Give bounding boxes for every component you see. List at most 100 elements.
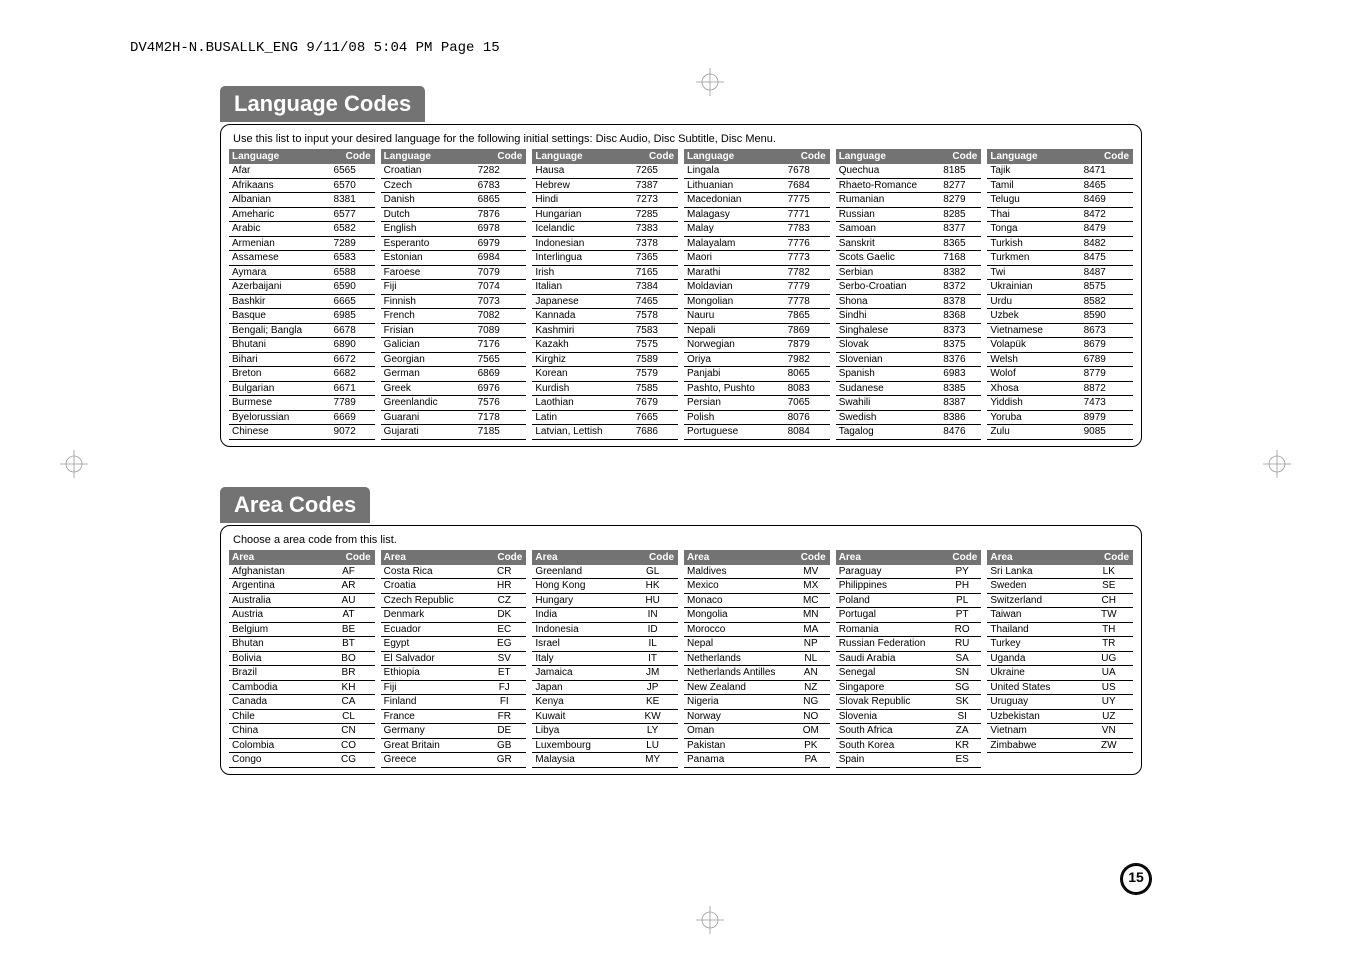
cell-code: 7473	[1082, 396, 1133, 411]
cell-name: Gujarati	[381, 425, 476, 440]
cell-code: UA	[1085, 666, 1133, 681]
col-header-code: Code	[323, 550, 374, 565]
table-row: Irish7165	[532, 265, 678, 280]
cell-code: 8277	[941, 178, 981, 193]
table-row: FijiFJ	[381, 680, 527, 695]
table-row: Slovak8375	[836, 338, 982, 353]
cell-name: China	[229, 724, 323, 739]
cell-code: 9085	[1082, 425, 1133, 440]
table-row: Italian7384	[532, 280, 678, 295]
cell-code: 8076	[786, 410, 830, 425]
table-row: Sanskrit8365	[836, 236, 982, 251]
table-row: Portuguese8084	[684, 425, 830, 440]
table-row: Wolof8779	[987, 367, 1133, 382]
cell-code: 6671	[332, 381, 375, 396]
cell-code: 8482	[1082, 236, 1133, 251]
cell-name: Pashto, Pushto	[684, 381, 786, 396]
cell-name: Ecuador	[381, 622, 484, 637]
table-row: Slovak RepublicSK	[836, 695, 982, 710]
cell-name: Ukrainian	[987, 280, 1081, 295]
language-column: LanguageCodeTajik8471Tamil8465Telugu8469…	[987, 149, 1133, 440]
table-row: BoliviaBO	[229, 651, 375, 666]
cell-name: Mongolian	[684, 294, 786, 309]
area-column: AreaCodeParaguayPYPhilippinesPHPolandPLP…	[836, 550, 982, 768]
cell-name: Poland	[836, 593, 944, 608]
cell-name: Serbo-Croatian	[836, 280, 942, 295]
table-row: Aymara6588	[229, 265, 375, 280]
table-row: ParaguayPY	[836, 565, 982, 579]
table-row: KuwaitKW	[532, 709, 678, 724]
cell-name: Thailand	[987, 622, 1085, 637]
table-row: Tonga8479	[987, 222, 1133, 237]
cell-name: Argentina	[229, 579, 323, 594]
cell-name: Tonga	[987, 222, 1081, 237]
table-row: Twi8487	[987, 265, 1133, 280]
cell-code: 7074	[476, 280, 527, 295]
cell-code: 7876	[476, 207, 527, 222]
area-column: AreaCodeSri LankaLKSwedenSESwitzerlandCH…	[987, 550, 1133, 768]
cell-code: NL	[793, 651, 830, 666]
cell-code: KR	[944, 738, 981, 753]
cell-code: ZW	[1085, 738, 1133, 753]
cell-code: 7771	[786, 207, 830, 222]
table-row: Telugu8469	[987, 193, 1133, 208]
cell-name: Rhaeto-Romance	[836, 178, 942, 193]
cell-code: 8372	[941, 280, 981, 295]
cell-name: Libya	[532, 724, 628, 739]
table-row: Zulu9085	[987, 425, 1133, 440]
cell-name: Morocco	[684, 622, 793, 637]
cell-code: 7773	[786, 251, 830, 266]
cell-name: Sri Lanka	[987, 565, 1085, 579]
table-row: Turkmen8475	[987, 251, 1133, 266]
col-header-code: Code	[332, 149, 375, 164]
table-row: CroatiaHR	[381, 579, 527, 594]
cell-name: Quechua	[836, 164, 942, 178]
table-row: Ameharic6577	[229, 207, 375, 222]
table-row: Hausa7265	[532, 164, 678, 178]
cell-name: Estonian	[381, 251, 476, 266]
table-row: Malayalam7776	[684, 236, 830, 251]
table-row: Korean7579	[532, 367, 678, 382]
cell-code: 8472	[1082, 207, 1133, 222]
cell-code: 8475	[1082, 251, 1133, 266]
col-header-code: Code	[634, 149, 678, 164]
cell-name: Danish	[381, 193, 476, 208]
cell-name: Basque	[229, 309, 332, 324]
table-row: PolandPL	[836, 593, 982, 608]
table-row: Georgian7565	[381, 352, 527, 367]
area-codes-title: Area Codes	[220, 487, 370, 523]
code-table: AreaCodeParaguayPYPhilippinesPHPolandPLP…	[836, 550, 982, 768]
cell-name: Bihari	[229, 352, 332, 367]
table-row: UzbekistanUZ	[987, 709, 1133, 724]
table-row: Arabic6582	[229, 222, 375, 237]
cell-code: 8373	[941, 323, 981, 338]
col-header-name: Language	[987, 149, 1081, 164]
table-row: UruguayUY	[987, 695, 1133, 710]
cell-name: Turkey	[987, 637, 1085, 652]
cell-code: 8575	[1082, 280, 1133, 295]
cell-code: 7079	[476, 265, 527, 280]
cell-name: South Africa	[836, 724, 944, 739]
cell-name: Tamil	[987, 178, 1081, 193]
table-row: MonacoMC	[684, 593, 830, 608]
cell-code: 8375	[941, 338, 981, 353]
cell-name: Tagalog	[836, 425, 942, 440]
col-header-name: Language	[684, 149, 786, 164]
table-row: TaiwanTW	[987, 608, 1133, 623]
table-row: Turkish8482	[987, 236, 1133, 251]
cell-name: Russian Federation	[836, 637, 944, 652]
cell-name: Vietnam	[987, 724, 1085, 739]
table-row: FranceFR	[381, 709, 527, 724]
cell-code: TR	[1085, 637, 1133, 652]
cell-code: 7583	[634, 323, 678, 338]
table-row: Bashkir6665	[229, 294, 375, 309]
cell-name: Swedish	[836, 410, 942, 425]
cell-name: Kannada	[532, 309, 633, 324]
code-table: LanguageCodeLingala7678Lithuanian7684Mac…	[684, 149, 830, 440]
table-row: Slovenian8376	[836, 352, 982, 367]
cell-name: Ukraine	[987, 666, 1085, 681]
table-row: Galician7176	[381, 338, 527, 353]
cell-code: 8084	[786, 425, 830, 440]
cell-code: 7168	[941, 251, 981, 266]
table-row: Finnish7073	[381, 294, 527, 309]
